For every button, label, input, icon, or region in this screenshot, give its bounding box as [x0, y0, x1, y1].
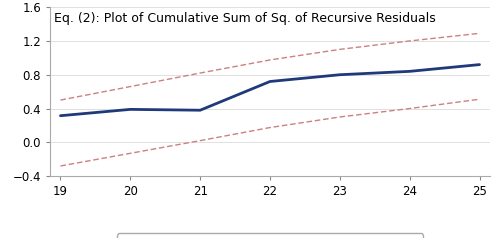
Legend: CUSUM of Squares, 5% Significance: CUSUM of Squares, 5% Significance: [116, 233, 424, 238]
Text: Eq. (2): Plot of Cumulative Sum of Sq. of Recursive Residuals: Eq. (2): Plot of Cumulative Sum of Sq. o…: [54, 12, 436, 25]
